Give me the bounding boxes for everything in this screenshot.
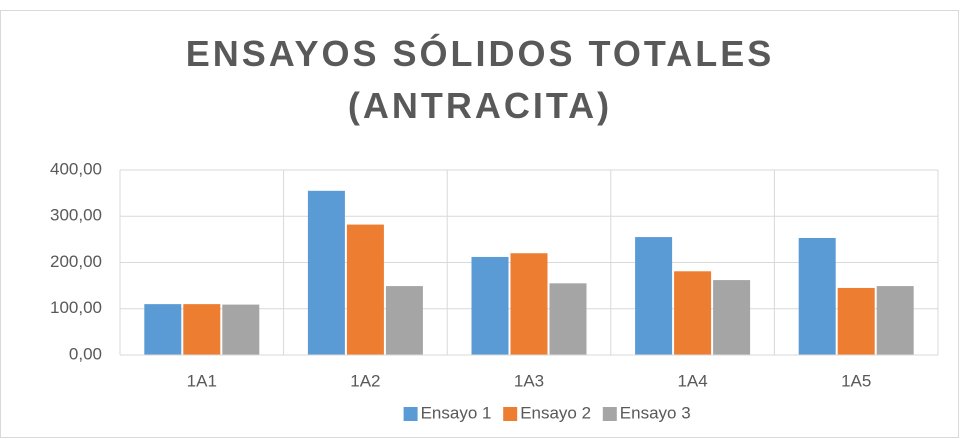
bar bbox=[385, 286, 423, 355]
bar bbox=[183, 304, 221, 355]
bar bbox=[549, 283, 587, 355]
legend-swatch bbox=[403, 407, 418, 421]
bar bbox=[713, 280, 751, 355]
legend-swatch bbox=[602, 407, 617, 421]
bar bbox=[307, 190, 345, 355]
bar bbox=[346, 224, 384, 355]
x-tick-label: 1A4 bbox=[677, 371, 707, 390]
chart-border bbox=[0, 10, 959, 438]
y-tick-label: 200,00 bbox=[50, 252, 102, 271]
legend-label: Ensayo 2 bbox=[520, 403, 591, 422]
legend-label: Ensayo 3 bbox=[620, 403, 691, 422]
bar bbox=[510, 253, 548, 355]
x-tick-label: 1A3 bbox=[514, 371, 544, 390]
bar bbox=[876, 286, 914, 355]
legend-label: Ensayo 1 bbox=[421, 403, 492, 422]
y-tick-label: 0,00 bbox=[69, 344, 102, 363]
chart-title: ENSAYOS SÓLIDOS TOTALES (ANTRACITA) bbox=[185, 33, 775, 126]
y-tick-label: 300,00 bbox=[50, 206, 102, 225]
x-tick-label: 1A5 bbox=[841, 371, 871, 390]
y-tick-label: 100,00 bbox=[50, 298, 102, 317]
legend-swatch bbox=[503, 407, 518, 421]
bar bbox=[674, 271, 712, 355]
x-tick-label: 1A2 bbox=[350, 371, 380, 390]
bar bbox=[144, 304, 182, 355]
y-tick-label: 400,00 bbox=[50, 159, 102, 178]
bar bbox=[222, 304, 260, 355]
bar bbox=[635, 237, 673, 355]
bar bbox=[837, 287, 875, 355]
x-tick-label: 1A1 bbox=[187, 371, 217, 390]
bar bbox=[471, 256, 509, 355]
bar bbox=[798, 237, 836, 355]
